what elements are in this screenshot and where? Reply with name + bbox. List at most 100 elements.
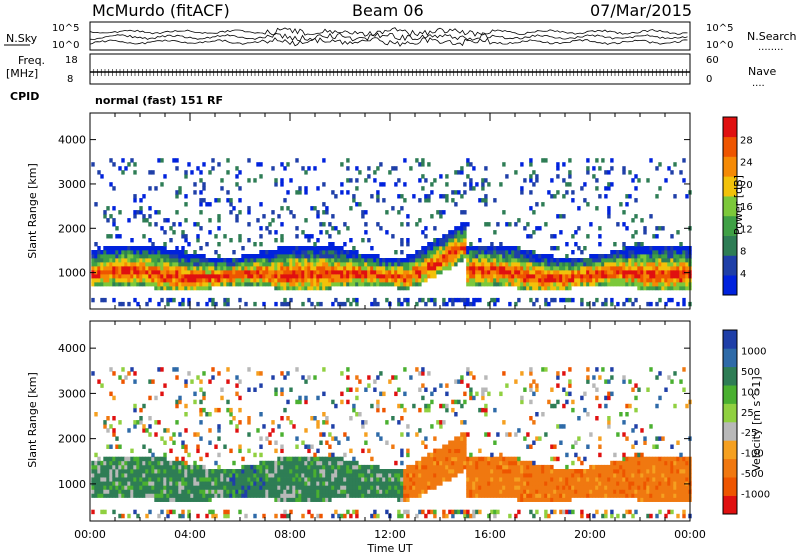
power-cell xyxy=(487,258,491,263)
velocity-cell xyxy=(322,420,326,425)
velocity-cell xyxy=(160,464,164,470)
velocity-cell xyxy=(148,509,152,515)
power-cell xyxy=(187,301,191,307)
power-cell xyxy=(382,266,386,271)
velocity-cell xyxy=(505,464,509,470)
velocity-cell xyxy=(211,485,215,490)
power-cell xyxy=(448,297,452,303)
power-cell xyxy=(235,278,239,283)
power-cell xyxy=(670,297,674,303)
power-cell xyxy=(580,270,584,275)
power-cell xyxy=(304,266,308,271)
velocity-cell xyxy=(460,448,464,454)
velocity-cell xyxy=(184,473,188,478)
power-cell xyxy=(538,274,542,279)
power-cell xyxy=(121,301,125,307)
velocity-cell xyxy=(307,460,311,466)
velocity-cell xyxy=(103,424,107,429)
power-cell xyxy=(235,166,239,171)
velocity-cell xyxy=(160,497,164,502)
velocity-cell xyxy=(463,509,467,515)
power-cell xyxy=(634,250,638,255)
power-cell xyxy=(493,258,497,263)
power-cell xyxy=(193,182,197,187)
power-cell xyxy=(619,278,623,283)
velocity-cell xyxy=(574,481,578,486)
power-cell xyxy=(496,250,500,255)
power-cell xyxy=(433,301,437,307)
power-cell xyxy=(313,246,317,251)
power-cell xyxy=(499,278,503,283)
velocity-cell xyxy=(166,513,170,519)
velocity-cell xyxy=(307,448,311,454)
power-cell xyxy=(343,242,347,247)
power-cell xyxy=(160,274,164,279)
power-cell xyxy=(334,262,338,267)
power-cell xyxy=(373,297,377,303)
velocity-cell xyxy=(580,395,584,401)
power-cell xyxy=(547,285,551,291)
power-cell xyxy=(514,170,518,175)
velocity-cell xyxy=(358,469,362,474)
power-cell xyxy=(196,274,200,279)
power-cell xyxy=(115,246,119,251)
power-cell xyxy=(247,222,251,227)
power-cell xyxy=(250,274,254,279)
velocity-cell xyxy=(505,469,509,474)
velocity-cell xyxy=(592,473,596,478)
velocity-cell xyxy=(427,485,431,490)
velocity-cell xyxy=(244,481,248,486)
velocity-cell xyxy=(307,509,311,515)
power-cell xyxy=(553,285,557,291)
velocity-cell xyxy=(490,493,494,498)
velocity-cell xyxy=(430,391,434,397)
power-cell xyxy=(655,250,659,255)
velocity-cell xyxy=(145,464,149,470)
power-cell xyxy=(259,262,263,267)
power-cell xyxy=(535,202,539,207)
velocity-cell xyxy=(157,489,161,494)
velocity-cell xyxy=(151,485,155,490)
power-cell xyxy=(463,297,467,303)
velocity-cell xyxy=(586,469,590,474)
velocity-cell xyxy=(406,489,410,494)
power-cell xyxy=(331,278,335,283)
velocity-cell xyxy=(196,448,200,454)
velocity-cell xyxy=(358,379,362,384)
velocity-cell xyxy=(469,371,473,376)
velocity-cell xyxy=(349,464,353,470)
power-cell xyxy=(262,282,266,287)
velocity-cell xyxy=(385,469,389,474)
velocity-cell xyxy=(208,440,212,445)
power-cell xyxy=(232,278,236,283)
power-cell xyxy=(529,206,533,211)
velocity-cell xyxy=(472,460,476,466)
velocity-cell xyxy=(157,464,161,470)
velocity-cell xyxy=(115,493,119,498)
power-cell xyxy=(412,262,416,267)
power-cell xyxy=(478,274,482,279)
velocity-cell xyxy=(199,456,203,462)
velocity-cell xyxy=(253,489,257,494)
velocity-cell xyxy=(106,444,110,449)
velocity-cell xyxy=(493,464,497,470)
power-cell xyxy=(133,194,137,199)
power-cell xyxy=(352,278,356,283)
velocity-cell xyxy=(217,428,221,433)
power-cell xyxy=(454,202,458,207)
power-cell xyxy=(532,230,536,235)
power-cell xyxy=(661,250,665,255)
velocity-cell xyxy=(532,464,536,470)
velocity-cell xyxy=(271,464,275,470)
power-cell xyxy=(562,266,566,271)
power-cell xyxy=(475,182,479,187)
velocity-cell xyxy=(220,387,224,392)
power-cell xyxy=(385,210,389,215)
velocity-cell xyxy=(409,481,413,486)
velocity-cell xyxy=(142,469,146,474)
velocity-cell xyxy=(220,473,224,478)
velocity-cell xyxy=(277,493,281,498)
power-cell xyxy=(142,194,146,199)
power-cell xyxy=(508,282,512,287)
velocity-cell xyxy=(121,456,125,462)
